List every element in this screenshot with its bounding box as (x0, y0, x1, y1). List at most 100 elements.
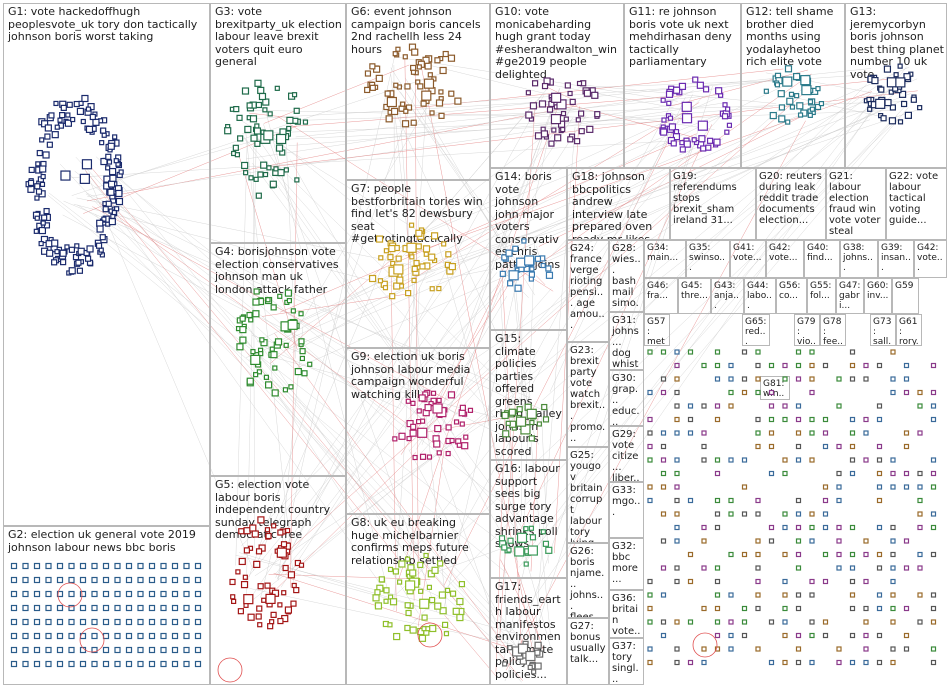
node-small-group (674, 619, 680, 625)
edge (416, 585, 441, 598)
node-g2 (91, 604, 98, 612)
node-small-group (930, 605, 937, 612)
node-small-group (768, 430, 775, 436)
edge (504, 549, 507, 629)
edge (395, 109, 918, 284)
node-g2 (194, 632, 202, 640)
node-g2 (22, 562, 29, 570)
node-small-group (714, 646, 721, 652)
edge (432, 267, 511, 449)
node-g5 (261, 597, 267, 603)
node-small-group (917, 430, 923, 436)
edge (393, 56, 678, 102)
node-g10 (569, 98, 576, 106)
node-g2 (79, 590, 87, 598)
node-g6 (404, 83, 411, 90)
node-g10 (567, 136, 574, 143)
node-small-group (836, 551, 842, 558)
edge (519, 397, 539, 445)
node-g12 (815, 86, 821, 92)
node-small-group (768, 403, 775, 409)
node-small-group (876, 565, 883, 571)
node-g1 (46, 249, 54, 257)
node-small-group (687, 497, 694, 504)
node-g2 (160, 632, 167, 640)
node-g1 (28, 166, 35, 174)
edge (84, 159, 523, 681)
node-g2 (137, 576, 144, 584)
node-small-group (660, 538, 667, 544)
node-small-group (687, 416, 694, 423)
node-small-group (930, 592, 937, 598)
edge (241, 120, 433, 241)
node-g8 (438, 591, 446, 599)
node-g2 (194, 590, 202, 598)
node-small-group (755, 565, 761, 571)
node-g5 (287, 571, 296, 579)
node-g9 (434, 424, 442, 433)
node-small-group (795, 524, 802, 531)
hub-node-g12 (800, 75, 811, 86)
node-small-group (876, 457, 883, 463)
node-small-group (755, 430, 761, 436)
node-small-group (795, 511, 802, 517)
node-small-group (660, 484, 667, 490)
node-g8 (374, 602, 383, 610)
node-g6 (427, 72, 433, 78)
node-g14 (540, 262, 546, 269)
node-g2 (56, 632, 64, 640)
node-g6 (364, 70, 372, 77)
node-g9 (406, 435, 412, 442)
edge (277, 116, 554, 292)
node-small-group (903, 646, 910, 652)
node-g13 (883, 65, 892, 73)
node-g5 (256, 605, 263, 612)
node-g2 (114, 576, 121, 584)
node-small-group (836, 403, 842, 409)
node-small-group (863, 646, 869, 652)
hub-node-g10 (556, 99, 567, 110)
node-g12 (774, 82, 781, 88)
node-g1 (46, 141, 53, 148)
hub-node-g5 (276, 547, 287, 558)
node-g1 (34, 195, 40, 201)
node-g11 (670, 140, 677, 147)
hub-node-g11 (681, 113, 693, 124)
node-g2 (114, 646, 121, 654)
node-small-group (795, 605, 802, 612)
node-small-group (876, 403, 883, 409)
node-g5 (237, 608, 244, 615)
node-g14 (505, 249, 513, 257)
node-small-group (890, 349, 896, 355)
node-small-group (809, 538, 815, 544)
node-small-group (836, 376, 842, 382)
edge (412, 287, 420, 404)
node-small-group (795, 632, 802, 639)
node-small-group (917, 470, 923, 477)
node-g5 (284, 606, 293, 614)
hub-node-g8 (405, 580, 416, 591)
edge (495, 397, 506, 673)
node-g2 (160, 660, 167, 668)
node-g11 (660, 97, 666, 103)
node-g2 (171, 576, 179, 584)
node-g2 (45, 604, 52, 612)
node-g8 (444, 587, 451, 594)
node-small-group (674, 389, 680, 396)
node-small-group (687, 659, 694, 666)
node-small-group (755, 551, 761, 558)
node-g2 (68, 646, 75, 654)
node-small-group (822, 632, 829, 639)
edge (280, 133, 697, 313)
node-small-group (674, 578, 680, 585)
node-small-group (755, 416, 761, 423)
node-g15 (542, 416, 550, 423)
node-g13 (897, 63, 903, 69)
node-g1 (64, 119, 72, 127)
node-g8 (421, 614, 428, 621)
edge (280, 115, 587, 588)
node-g8 (417, 561, 424, 569)
node-small-group (768, 362, 775, 369)
node-small-group (768, 619, 775, 625)
node-g4 (270, 351, 278, 359)
